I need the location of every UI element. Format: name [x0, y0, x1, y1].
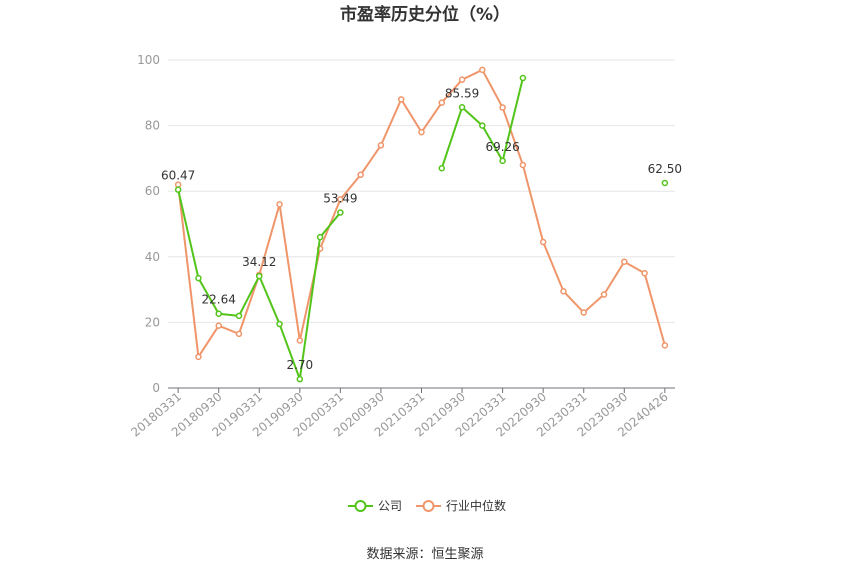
y-axis: 0 20 40 60 80 100	[137, 53, 160, 395]
data-point[interactable]	[661, 342, 669, 349]
data-point[interactable]	[499, 104, 506, 111]
legend[interactable]: 公司 行业中位数	[348, 498, 506, 513]
data-point[interactable]	[560, 287, 567, 295]
data-point[interactable]	[256, 272, 263, 280]
data-point[interactable]	[418, 128, 425, 136]
legend-label: 公司	[378, 499, 402, 513]
data-point[interactable]	[215, 310, 222, 317]
y-tick-label: 0	[152, 381, 160, 395]
data-label: 85.59	[445, 86, 479, 100]
legend-label: 行业中位数	[446, 498, 506, 513]
data-point[interactable]	[276, 201, 283, 208]
series-line	[177, 68, 666, 358]
y-tick-label: 60	[145, 184, 160, 198]
data-point[interactable]	[621, 258, 628, 265]
data-point[interactable]	[641, 269, 648, 277]
data-label: 69.26	[485, 140, 519, 154]
data-point[interactable]	[195, 274, 202, 282]
data-label: 60.47	[161, 169, 195, 183]
y-tick-label: 100	[137, 53, 160, 67]
data-point[interactable]	[235, 312, 243, 320]
legend-item-1[interactable]: 行业中位数	[416, 498, 506, 513]
data-point[interactable]	[479, 66, 486, 74]
data-point[interactable]	[458, 76, 466, 83]
data-point[interactable]	[195, 353, 202, 361]
data-point[interactable]	[235, 330, 243, 338]
y-tick-label: 20	[145, 315, 160, 329]
source-note: 数据来源：恒生聚源	[366, 547, 483, 562]
x-axis: 2018033120180930201903312019093020200331…	[128, 387, 675, 440]
data-point[interactable]	[296, 337, 304, 344]
legend-marker-icon	[422, 500, 435, 512]
data-point[interactable]	[215, 322, 222, 329]
series-0	[174, 74, 669, 383]
data-label: 62.50	[648, 162, 682, 176]
data-point[interactable]	[438, 99, 446, 106]
data-point[interactable]	[580, 309, 587, 316]
data-point[interactable]	[337, 209, 344, 216]
y-tick-label: 80	[145, 119, 160, 133]
data-point[interactable]	[519, 74, 527, 82]
series-1	[174, 66, 669, 361]
data-point[interactable]	[458, 104, 466, 111]
data-point[interactable]	[276, 320, 283, 328]
data-point[interactable]	[661, 179, 669, 187]
data-point[interactable]	[479, 122, 486, 129]
data-point[interactable]	[377, 142, 385, 149]
data-label: 22.64	[202, 293, 236, 307]
data-point[interactable]	[174, 181, 182, 188]
data-point[interactable]	[337, 196, 344, 203]
series-layer	[174, 66, 669, 383]
data-point[interactable]	[296, 375, 304, 383]
data-point[interactable]	[357, 171, 364, 179]
data-point[interactable]	[519, 161, 527, 169]
data-point[interactable]	[539, 238, 547, 246]
grid-lines	[168, 59, 675, 323]
data-point[interactable]	[174, 186, 182, 193]
data-label: 2.70	[286, 358, 313, 372]
y-tick-label: 40	[145, 250, 160, 264]
data-point[interactable]	[397, 96, 405, 103]
chart-title: 市盈率历史分位（%）	[340, 4, 510, 25]
data-point[interactable]	[438, 164, 446, 172]
data-label: 34.12	[242, 255, 276, 269]
data-point[interactable]	[499, 157, 506, 165]
data-point[interactable]	[600, 291, 608, 298]
legend-item-0[interactable]: 公司	[348, 499, 402, 513]
data-label: 53.49	[323, 192, 357, 206]
legend-marker-icon	[354, 500, 367, 512]
data-labels: 60.47 22.64 34.12 2.70 53.49 85.59 69.26 62.50	[161, 86, 682, 372]
data-point[interactable]	[316, 233, 324, 241]
